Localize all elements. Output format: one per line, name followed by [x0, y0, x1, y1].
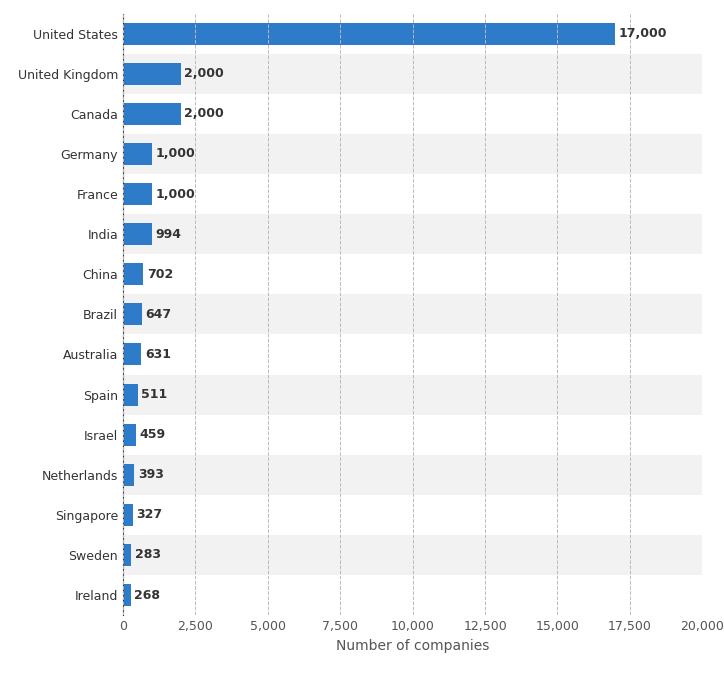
Bar	[123, 94, 702, 134]
Text: 459: 459	[140, 428, 166, 441]
Text: 283: 283	[135, 548, 161, 562]
Bar	[123, 304, 142, 325]
Bar	[123, 214, 702, 254]
Text: 511: 511	[141, 388, 167, 401]
Text: 1,000: 1,000	[156, 147, 195, 160]
Bar	[123, 183, 152, 205]
Text: 268: 268	[135, 589, 160, 602]
Text: 1,000: 1,000	[156, 187, 195, 201]
Text: 2,000: 2,000	[185, 67, 224, 80]
Bar	[123, 263, 143, 285]
Bar	[123, 223, 152, 245]
Bar	[123, 335, 702, 375]
Text: 631: 631	[145, 348, 171, 361]
Text: 17,000: 17,000	[619, 27, 668, 40]
Text: 702: 702	[147, 268, 173, 281]
Bar	[123, 103, 181, 125]
Bar	[123, 174, 702, 214]
Text: 2,000: 2,000	[185, 107, 224, 120]
Bar	[123, 584, 131, 606]
Bar	[123, 495, 702, 535]
Bar	[123, 294, 702, 335]
Bar	[123, 464, 135, 486]
Bar	[123, 544, 131, 566]
Bar	[123, 455, 702, 495]
Text: 647: 647	[146, 308, 172, 321]
X-axis label: Number of companies: Number of companies	[336, 639, 489, 652]
Bar	[123, 53, 702, 94]
Bar	[123, 504, 132, 526]
Bar	[123, 424, 136, 445]
Bar	[123, 383, 138, 406]
Bar	[123, 14, 702, 53]
Bar	[123, 375, 702, 414]
Bar	[123, 343, 141, 366]
Text: 393: 393	[138, 468, 164, 481]
Bar	[123, 254, 702, 294]
Bar	[123, 63, 181, 84]
Bar	[123, 575, 702, 615]
Bar	[123, 414, 702, 455]
Bar	[123, 535, 702, 575]
Bar	[123, 143, 152, 165]
Text: 327: 327	[136, 508, 162, 521]
Bar	[123, 134, 702, 174]
Bar	[123, 22, 615, 45]
Text: 994: 994	[156, 228, 181, 241]
